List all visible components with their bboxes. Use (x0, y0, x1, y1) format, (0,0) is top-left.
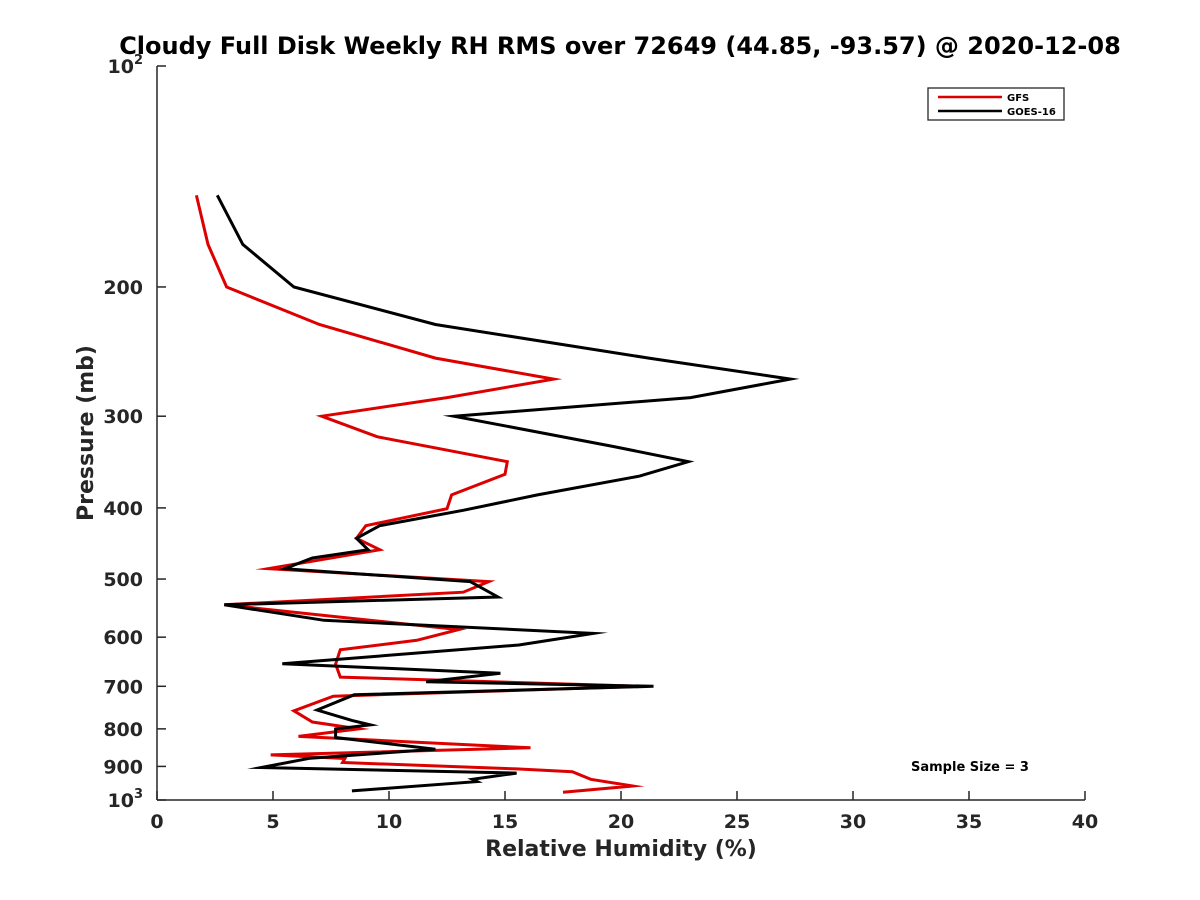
x-tick-label: 25 (724, 811, 750, 833)
x-axis-label: Relative Humidity (%) (485, 837, 757, 862)
x-tick-label: 20 (608, 811, 634, 833)
series-line-gfs (194, 194, 645, 794)
x-tick-label: 10 (376, 811, 402, 833)
legend-box (927, 87, 1065, 121)
sample-size-annotation: Sample Size = 3 (911, 760, 1029, 775)
legend-label-goes-16: GOES-16 (1007, 107, 1056, 118)
y-tick-label: 900 (103, 756, 143, 778)
x-tick-label: 0 (150, 811, 163, 833)
y-tick-label: 800 (103, 719, 143, 741)
y-tick-label: 400 (103, 498, 143, 520)
x-tick-label: 35 (956, 811, 982, 833)
y-tick-label: 500 (103, 569, 143, 591)
y-ticks: 102 200 300 400 500 600 700 800 900 103 (103, 53, 166, 812)
y-tick-label: 700 (103, 676, 143, 698)
y-tick-label: 103 (108, 787, 144, 812)
x-tick-label: 5 (266, 811, 279, 833)
chart-title: Cloudy Full Disk Weekly RH RMS over 7264… (119, 32, 1121, 60)
y-tick-label: 200 (103, 277, 143, 299)
y-axis-label: Pressure (mb) (74, 345, 99, 521)
y-tick-label: 102 (108, 53, 144, 78)
series-line-goes-16 (215, 194, 800, 793)
legend-label-gfs: GFS (1007, 93, 1029, 104)
plot-area (157, 66, 1085, 800)
y-tick-label: 300 (103, 406, 143, 428)
x-ticks: 0 5 10 15 20 25 30 35 40 (150, 791, 1098, 833)
x-tick-label: 15 (492, 811, 518, 833)
y-tick-label: 600 (103, 627, 143, 649)
series-layer (194, 194, 800, 794)
x-tick-label: 40 (1072, 811, 1098, 833)
legend: GFS GOES-16 (927, 87, 1065, 121)
x-tick-label: 30 (840, 811, 866, 833)
